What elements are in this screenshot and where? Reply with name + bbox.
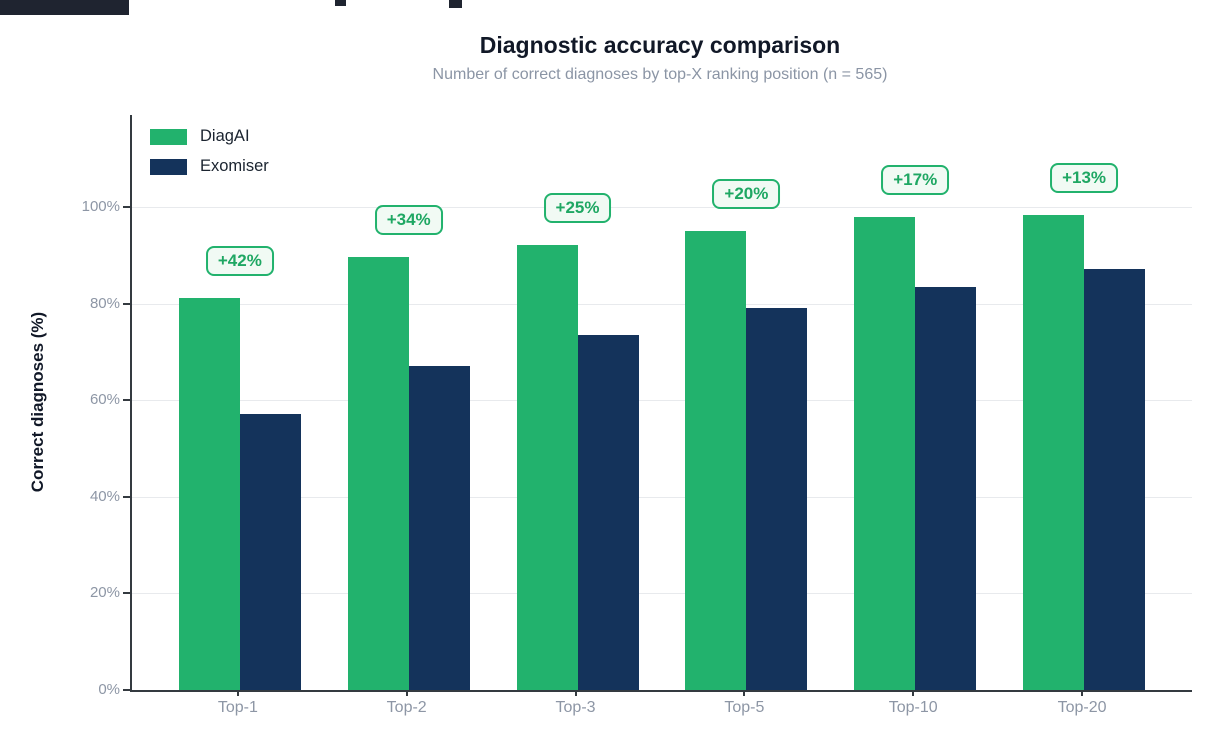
gridline bbox=[132, 496, 1192, 498]
x-tick-mark bbox=[743, 690, 746, 696]
legend-item-exomiser: Exomiser bbox=[150, 157, 269, 176]
x-tick-mark bbox=[236, 690, 239, 696]
x-tick-mark bbox=[1081, 690, 1084, 696]
y-tick-label: 20% bbox=[89, 584, 120, 602]
uplift-badge-top-5: +20% bbox=[712, 179, 781, 210]
y-tick-mark bbox=[123, 689, 130, 691]
legend-label-exomiser: Exomiser bbox=[200, 157, 269, 175]
gridline bbox=[132, 303, 1192, 305]
bars-row: +42% +34% +25% +20% +17% +13% bbox=[132, 115, 1192, 690]
uplift-badge-top-2: +34% bbox=[374, 205, 443, 236]
bar-group-top-5: +20% bbox=[685, 115, 808, 690]
y-tick-label: 40% bbox=[89, 487, 120, 505]
x-tick-mark bbox=[912, 690, 915, 696]
chart-subtitle: Number of correct diagnoses by top-X ran… bbox=[432, 66, 888, 83]
uplift-badge-top-1: +42% bbox=[205, 245, 274, 276]
x-tick-label: Top-5 bbox=[724, 699, 765, 716]
gridline bbox=[132, 593, 1192, 595]
bar-group-top-1: +42% bbox=[178, 115, 301, 690]
y-tick-mark bbox=[123, 592, 130, 595]
legend-label-diagai: DiagAI bbox=[200, 127, 250, 145]
x-tick-label: Top-3 bbox=[555, 699, 596, 716]
bar-exomiser-top-3 bbox=[577, 334, 639, 690]
legend-swatch-exomiser bbox=[150, 158, 187, 175]
y-tick-mark bbox=[123, 399, 130, 402]
screen-artifact bbox=[335, 0, 346, 6]
x-tick-mark bbox=[574, 690, 577, 696]
y-tick-mark bbox=[123, 302, 130, 305]
bar-exomiser-top-5 bbox=[746, 307, 808, 690]
screen-artifact bbox=[449, 0, 462, 8]
bar-diagai-top-1 bbox=[178, 297, 240, 690]
gridline bbox=[132, 207, 1192, 208]
y-tick-label: 80% bbox=[89, 294, 120, 312]
y-tick-label: 100% bbox=[81, 198, 120, 215]
x-axis-labels: Top-1 Top-2 Top-3 Top-5 Top-10 Top-20 bbox=[130, 699, 1190, 717]
bar-diagai-top-20 bbox=[1023, 214, 1085, 690]
x-tick-label: Top-10 bbox=[888, 699, 938, 716]
bar-group-top-20: +13% bbox=[1023, 115, 1146, 690]
y-tick-mark bbox=[123, 206, 130, 208]
bar-exomiser-top-20 bbox=[1084, 269, 1146, 690]
bar-exomiser-top-10 bbox=[915, 287, 977, 690]
x-tick-label: Top-20 bbox=[1057, 699, 1107, 716]
x-tick-label: Top-1 bbox=[217, 699, 258, 716]
bar-diagai-top-2 bbox=[347, 257, 409, 690]
x-tick-label: Top-2 bbox=[386, 699, 427, 716]
legend-swatch-diagai bbox=[150, 128, 187, 145]
legend-item-diagai: DiagAI bbox=[150, 127, 269, 146]
gridline bbox=[132, 400, 1192, 402]
y-tick-label: 0% bbox=[98, 681, 120, 698]
uplift-badge-top-3: +25% bbox=[543, 192, 612, 223]
uplift-badge-top-10: +17% bbox=[881, 165, 950, 196]
bar-diagai-top-5 bbox=[685, 231, 747, 690]
legend: DiagAI Exomiser bbox=[150, 127, 269, 187]
chart-title: Diagnostic accuracy comparison bbox=[479, 32, 841, 58]
bar-diagai-top-10 bbox=[854, 217, 916, 690]
bar-exomiser-top-2 bbox=[408, 366, 470, 690]
bar-group-top-10: +17% bbox=[854, 115, 977, 690]
x-tick-mark bbox=[405, 690, 408, 696]
bar-group-top-3: +25% bbox=[516, 115, 639, 690]
screen-artifact bbox=[0, 0, 129, 15]
bar-diagai-top-3 bbox=[516, 244, 578, 690]
uplift-badge-top-20: +13% bbox=[1050, 162, 1119, 193]
y-tick-label: 60% bbox=[89, 391, 120, 409]
bar-group-top-2: +34% bbox=[347, 115, 470, 690]
y-tick-mark bbox=[123, 495, 130, 498]
plot-area: DiagAI Exomiser +42% +34% +25% +20% +17% +13% bbox=[130, 115, 1192, 692]
bar-exomiser-top-1 bbox=[239, 413, 301, 690]
